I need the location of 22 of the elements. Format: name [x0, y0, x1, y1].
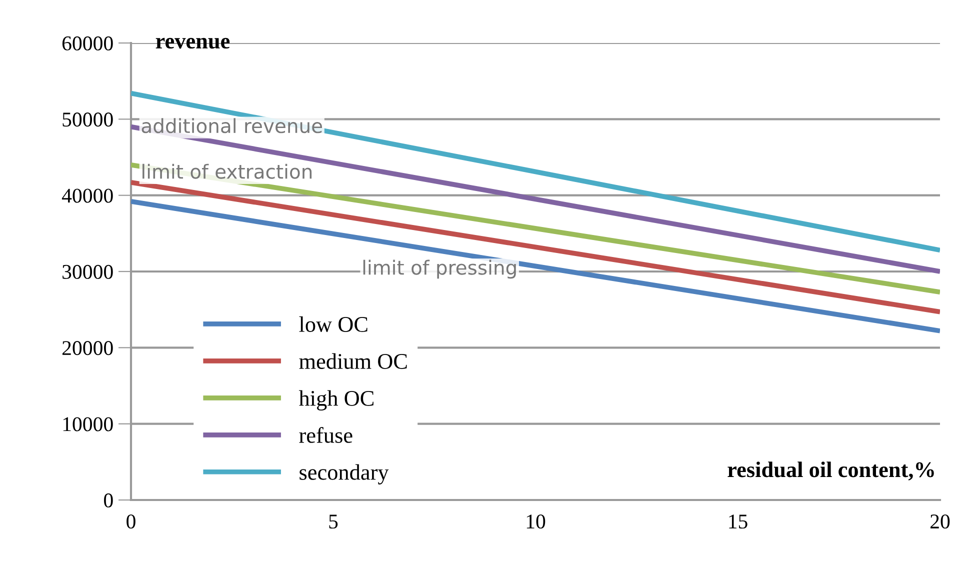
y-tick-label: 10000 [63, 417, 113, 432]
y-tick-label: 30000 [62, 264, 113, 279]
legend-label: secondary [300, 464, 389, 484]
annotation: limit of extraction [142, 164, 312, 179]
y-tick-label: 0 [104, 493, 113, 508]
x-tick-label: 0 [126, 514, 136, 529]
x-tick-label: 15 [729, 514, 748, 529]
y-tick-label: 60000 [62, 36, 113, 50]
y-tick-label: 40000 [62, 188, 113, 203]
legend-label: medium OC [299, 353, 407, 369]
y-tick-label: 20000 [62, 341, 113, 356]
legend-label: high OC [298, 390, 374, 410]
x-tick-label: 5 [329, 514, 338, 529]
x-axis-title: residual oil content,% [728, 462, 934, 480]
legend-label: low OC [299, 316, 368, 332]
y-axis-title: revenue [156, 38, 230, 49]
annotation: limit of pressing [363, 260, 516, 279]
annotation: additional revenue [142, 118, 322, 134]
x-tick-label: 10 [526, 514, 546, 529]
legend-label: refuse [299, 427, 352, 443]
y-tick-label: 50000 [62, 112, 113, 127]
x-tick-label: 20 [930, 514, 950, 529]
